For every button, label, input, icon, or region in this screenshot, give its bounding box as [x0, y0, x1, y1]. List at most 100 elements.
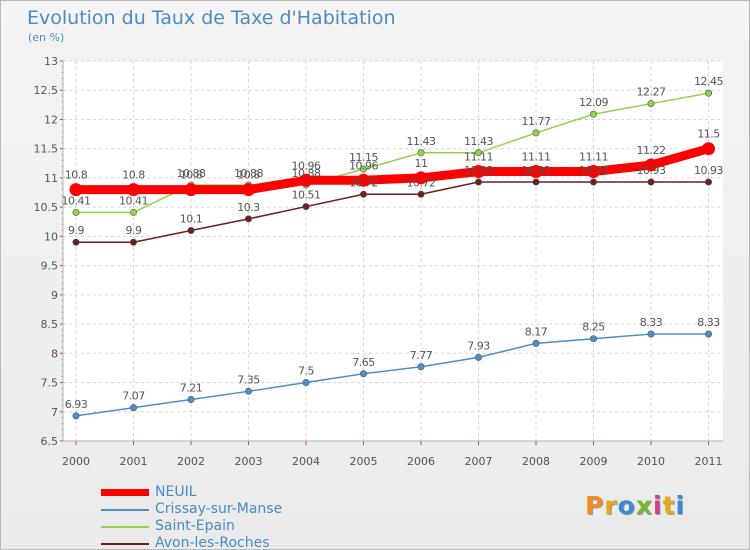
x-tick-label: 2008	[522, 455, 550, 468]
data-label: 10.8	[65, 169, 88, 182]
x-tick-label: 2001	[120, 455, 148, 468]
legend-swatch-neuil	[101, 489, 149, 496]
data-point	[647, 178, 655, 186]
logo-letter: r	[604, 491, 618, 520]
data-label: 6.93	[65, 398, 88, 411]
data-point	[359, 370, 367, 378]
data-label: 10.1	[180, 213, 203, 226]
y-tick-label: 11.5	[34, 143, 59, 156]
data-point	[702, 142, 715, 156]
data-point	[589, 110, 597, 118]
data-label: 10.72	[407, 176, 436, 189]
data-point	[474, 353, 482, 361]
data-label: 12.45	[694, 75, 723, 88]
data-label: 11.43	[464, 135, 493, 148]
data-label: 7.21	[180, 381, 203, 394]
data-label: 10.93	[464, 164, 493, 177]
legend-label-neuil: NEUIL	[155, 484, 197, 500]
chart-subtitle: (en %)	[28, 31, 65, 44]
data-point	[130, 238, 138, 246]
data-point	[130, 208, 138, 216]
data-label: 11.15	[349, 151, 378, 164]
series-line-0	[71, 144, 713, 195]
data-label: 9.9	[68, 224, 84, 237]
logo-letter: P	[585, 491, 605, 520]
y-tick-label: 10.5	[34, 201, 59, 214]
x-tick-label: 2000	[62, 455, 90, 468]
x-tick-label: 2002	[177, 455, 205, 468]
data-point	[72, 412, 80, 420]
data-point	[245, 387, 253, 395]
data-point	[532, 178, 540, 186]
legend-swatch-avon	[101, 543, 149, 545]
data-label: 10.8	[122, 169, 145, 182]
legend-label-saint-epain: Saint-Epain	[155, 518, 235, 534]
data-label: 7.07	[122, 390, 145, 403]
legend-swatch-crissay	[101, 509, 149, 511]
legend-item-3: Avon-les-Roches	[101, 535, 361, 550]
data-label: 9.9	[126, 224, 142, 237]
legend-label-avon: Avon-les-Roches	[155, 535, 270, 550]
data-label: 10.88	[177, 167, 206, 180]
data-point	[532, 339, 540, 347]
data-point	[242, 183, 255, 197]
data-label: 12.09	[579, 96, 608, 109]
y-tick-label: 9.5	[41, 260, 59, 273]
data-label: 10.41	[119, 194, 148, 207]
data-point	[184, 183, 198, 197]
data-label: 10.41	[62, 194, 91, 207]
data-point	[704, 89, 712, 97]
legend-item-2: Saint-Epain	[101, 518, 361, 535]
x-tick-label: 2006	[407, 455, 435, 468]
data-label: 8.17	[525, 325, 548, 338]
data-point	[529, 164, 543, 178]
data-label: 11.77	[522, 115, 551, 128]
data-point	[187, 227, 195, 235]
data-point	[417, 149, 425, 157]
proxiti-logo: Proxiti	[585, 491, 685, 520]
data-point	[187, 395, 195, 403]
data-label: 10.93	[637, 164, 666, 177]
legend-swatch-saint-epain	[101, 526, 149, 528]
logo-letter: t	[662, 491, 676, 520]
data-point	[587, 164, 600, 178]
data-point	[704, 178, 712, 186]
y-tick-label: 6.5	[41, 435, 59, 448]
data-label: 10.88	[292, 167, 321, 180]
legend: NEUIL Crissay-sur-Manse Saint-Epain Avon…	[101, 484, 361, 550]
data-point	[69, 183, 83, 197]
data-point	[644, 158, 658, 172]
y-tick-label: 11	[44, 172, 58, 185]
data-point	[414, 171, 428, 185]
data-label: 8.25	[582, 321, 605, 334]
y-tick-label: 9	[51, 289, 58, 302]
data-point	[302, 203, 310, 211]
data-point	[704, 330, 712, 338]
x-tick-label: 2007	[465, 455, 493, 468]
legend-label-crissay: Crissay-sur-Manse	[155, 501, 283, 517]
data-point	[359, 190, 367, 198]
data-point	[417, 190, 425, 198]
data-point	[589, 335, 597, 343]
y-tick-label: 7	[51, 406, 58, 419]
data-label: 11.11	[522, 150, 551, 163]
data-label: 10.96	[292, 159, 321, 172]
y-tick-label: 13	[44, 55, 58, 68]
data-label: 11.11	[579, 150, 608, 163]
data-point	[474, 149, 482, 157]
data-point	[130, 404, 138, 412]
data-point	[472, 164, 485, 178]
y-tick-label: 10	[44, 230, 58, 243]
data-point	[127, 183, 140, 197]
data-label: 8.33	[640, 316, 663, 329]
data-label: 10.8	[237, 169, 260, 182]
data-label: 10.93	[579, 164, 608, 177]
data-label: 10.93	[522, 164, 551, 177]
x-tick-label: 2004	[292, 455, 320, 468]
data-label: 7.5	[298, 365, 314, 378]
logo-letter: o	[617, 491, 636, 520]
data-point	[299, 173, 313, 187]
y-tick-label: 8.5	[41, 318, 59, 331]
data-point	[245, 215, 253, 223]
data-point	[302, 379, 310, 387]
